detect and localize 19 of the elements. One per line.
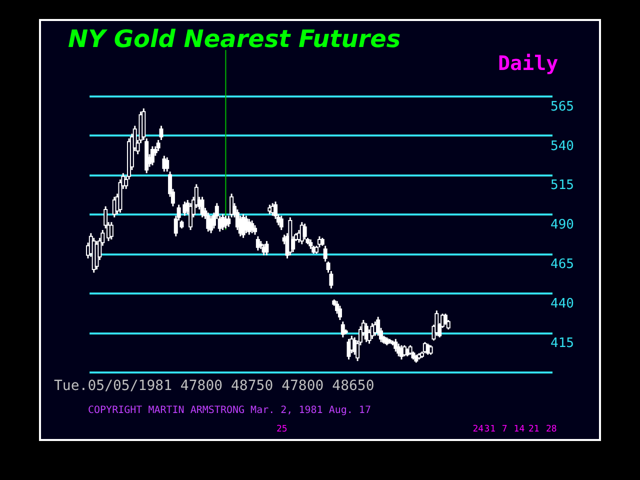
x-tick-label: 7	[502, 424, 508, 434]
annotation: Tue.05/05/1981 47800 48750 47800 48650	[54, 378, 374, 394]
x-tick-label: 3	[484, 424, 490, 434]
x-tick-label: 14	[514, 424, 525, 434]
annotation: COPYRIGHT MARTIN ARMSTRONG Mar. 2, 1981 Aug. 17	[88, 405, 371, 416]
chart-title: NY Gold Nearest Futures	[68, 25, 401, 53]
x-tick-label: 21	[528, 424, 540, 434]
y-tick-label: 515	[550, 178, 574, 194]
y-tick-label: 540	[550, 138, 574, 154]
x-tick-label: 28	[546, 424, 557, 434]
x-tick-label: 1	[490, 424, 496, 434]
text: Daily	[498, 51, 558, 75]
x-tick-label: 24	[472, 424, 484, 434]
y-tick-label: 565	[550, 99, 574, 114]
y-tick-label: 465	[550, 257, 574, 272]
y-tick-label: 415	[550, 336, 574, 352]
y-tick-label: 490	[550, 218, 574, 233]
y-tick-label: 440	[550, 296, 574, 312]
x-tick-label: 25	[276, 424, 288, 434]
